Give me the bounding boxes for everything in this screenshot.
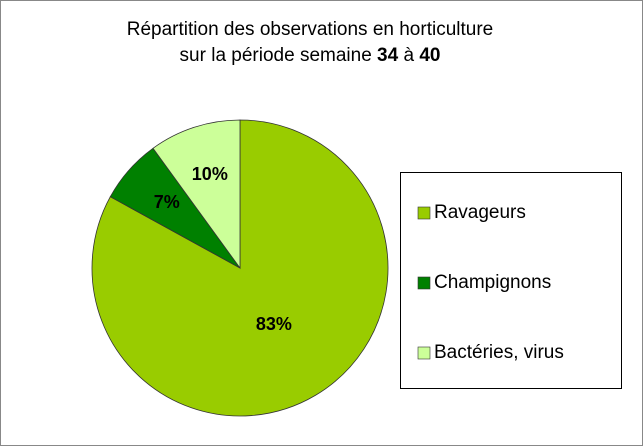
pie-slice — [152, 119, 241, 270]
title-span: à — [398, 45, 419, 66]
title-span: 34 — [377, 45, 399, 66]
legend-swatch — [417, 206, 431, 220]
legend-swatch — [417, 276, 431, 290]
data-label: 7% — [154, 192, 180, 212]
legend-label: Ravageurs — [434, 202, 526, 223]
title-span: Répartition des observations en horticul… — [127, 19, 493, 40]
legend-swatch — [417, 346, 431, 360]
title-span: 40 — [419, 45, 440, 66]
data-label: 10% — [192, 164, 228, 184]
title-span: sur la période semaine — [180, 45, 378, 66]
legend-label: Bactéries, virus — [434, 342, 564, 363]
data-label: 83% — [256, 314, 292, 334]
legend-box — [400, 172, 622, 389]
chart-title: sur la période semaine 34 à 40 — [180, 45, 441, 66]
chart-title: Répartition des observations en horticul… — [127, 19, 493, 40]
legend-label: Champignons — [434, 272, 551, 293]
